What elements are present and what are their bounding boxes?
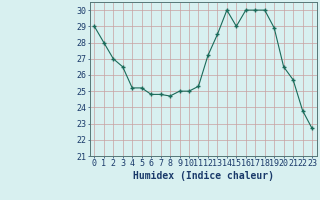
X-axis label: Humidex (Indice chaleur): Humidex (Indice chaleur) (133, 171, 274, 181)
